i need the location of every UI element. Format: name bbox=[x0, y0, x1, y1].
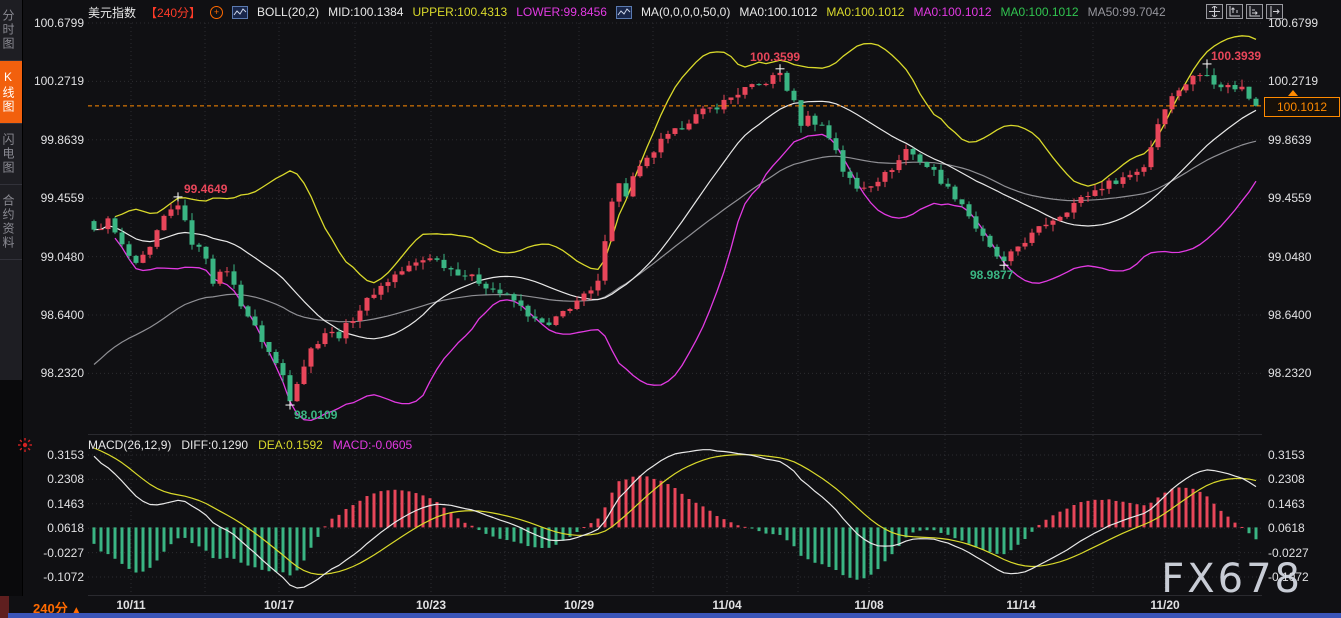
axis-tick-label: 0.1463 bbox=[47, 496, 84, 511]
ma-value: MA0:100.1012 bbox=[913, 5, 992, 19]
ma-values: MA0:100.1012 MA0:100.1012 MA0:100.1012 MA0:… bbox=[739, 5, 1165, 19]
axis-tick-label: 99.8639 bbox=[40, 132, 84, 147]
date-tick-label: 11/20 bbox=[1150, 598, 1180, 612]
axis-tick-label: -0.0227 bbox=[1268, 545, 1309, 560]
axis-zoom-right-icon[interactable] bbox=[1246, 4, 1263, 19]
axis-tick-label: 0.2308 bbox=[1268, 472, 1305, 487]
boll-label: BOLL(20,2) bbox=[257, 5, 320, 19]
sidebar-tab-flash[interactable]: 闪电图 bbox=[0, 124, 22, 185]
ma-value: MA50:99.7042 bbox=[1087, 5, 1166, 19]
axis-tick-label: 99.0480 bbox=[40, 249, 84, 264]
date-tick-label: 10/17 bbox=[263, 598, 295, 612]
boll-upper-value: UPPER:100.4313 bbox=[412, 5, 508, 19]
price-annotation: 98.0109 bbox=[294, 408, 338, 423]
sidebar-tab-kline[interactable]: K线图 bbox=[0, 61, 22, 124]
panel-divider bbox=[88, 434, 1262, 435]
macd-params-label: MACD(26,12,9) bbox=[88, 438, 172, 452]
price-annotation: 98.9877 bbox=[970, 268, 1014, 283]
date-tick-label: 10/29 bbox=[563, 598, 595, 612]
period-label[interactable]: 240分 ▲ bbox=[33, 601, 82, 616]
macd-dea-value: DEA:0.1592 bbox=[258, 438, 323, 452]
axis-tick-label: 98.6400 bbox=[40, 308, 84, 322]
ma-indicator-icon[interactable] bbox=[615, 5, 632, 19]
left-edge-block bbox=[0, 596, 9, 618]
date-tick-label: 11/04 bbox=[712, 598, 742, 612]
boll-mid-value: MID:100.1384 bbox=[328, 5, 404, 19]
add-indicator-icon[interactable]: + bbox=[210, 5, 224, 19]
price-annotation: 99.4649 bbox=[184, 181, 228, 196]
axis-tick-label: 100.2719 bbox=[33, 74, 84, 89]
bottom-blue-bar bbox=[8, 613, 1341, 618]
boll-indicator-icon[interactable] bbox=[232, 5, 249, 19]
ma-value: MA0:100.1012 bbox=[826, 5, 905, 19]
axis-tick-label: -0.0227 bbox=[43, 545, 84, 560]
boll-lower-value: LOWER:99.8456 bbox=[516, 5, 607, 19]
axis-tick-label: 99.4559 bbox=[40, 191, 84, 206]
axis-tick-label: 0.0618 bbox=[47, 521, 84, 536]
price-annotation: 100.3939 bbox=[1211, 48, 1262, 63]
period-arrow-icon: ▲ bbox=[71, 605, 82, 616]
axis-tick-label: -0.1072 bbox=[43, 570, 84, 584]
axis-tick-label: 100.6799 bbox=[1268, 16, 1319, 30]
axis-tick-label: 100.2719 bbox=[1268, 74, 1319, 89]
axis-tick-label: 0.0618 bbox=[1268, 521, 1305, 536]
axis-divider bbox=[88, 595, 1262, 596]
axis-tick-label: 99.0480 bbox=[1268, 249, 1312, 264]
axis-tick-label: 0.3153 bbox=[47, 448, 84, 462]
macd-header: MACD(26,12,9) DIFF:0.1290 DEA:0.1592 MAC… bbox=[88, 438, 412, 452]
chart-toolbar bbox=[1206, 4, 1283, 19]
watermark: FX678 bbox=[1161, 556, 1303, 602]
sidebar-bottom-filler bbox=[0, 380, 22, 596]
pan-icon[interactable] bbox=[1206, 4, 1223, 19]
price-tag-arrow-icon bbox=[1288, 89, 1298, 96]
macd-diff-value: DIFF:0.1290 bbox=[181, 438, 249, 452]
axis-tick-label: 99.4559 bbox=[1268, 191, 1312, 206]
axis-tick-label: 0.1463 bbox=[1268, 496, 1305, 511]
macd-macd-value: MACD:-0.0605 bbox=[332, 438, 413, 452]
axis-tick-label: 98.2320 bbox=[1268, 366, 1312, 381]
axis-tick-label: 0.3153 bbox=[1268, 448, 1305, 462]
sidebar-tab-timeline[interactable]: 分时图 bbox=[0, 0, 22, 61]
axis-tick-label: 100.6799 bbox=[33, 16, 84, 30]
axis-tick-label: 99.8639 bbox=[1268, 132, 1312, 147]
price-annotation: 100.3599 bbox=[750, 49, 801, 64]
axis-zoom-up-icon[interactable] bbox=[1226, 4, 1243, 19]
current-price-tag[interactable]: 100.1012 bbox=[1264, 96, 1340, 117]
date-tick-label: 11/14 bbox=[1006, 598, 1036, 612]
ma-label: MA(0,0,0,0,50,0) bbox=[640, 5, 731, 19]
collapse-panel-icon[interactable] bbox=[1266, 4, 1283, 19]
date-tick-label: 10/23 bbox=[415, 598, 447, 612]
macd-settings-icon[interactable] bbox=[17, 437, 33, 453]
date-tick-label: 11/08 bbox=[854, 598, 884, 612]
period-badge[interactable]: 【240分】 bbox=[145, 5, 202, 20]
axis-tick-label: 98.6400 bbox=[1268, 308, 1312, 322]
ma-value: MA0:100.1012 bbox=[1000, 5, 1079, 19]
chart-header: 美元指数 【240分】 + BOLL(20,2) MID:100.1384 UP… bbox=[88, 3, 1166, 21]
ma-value: MA0:100.1012 bbox=[739, 5, 818, 19]
axis-tick-label: 98.2320 bbox=[40, 366, 84, 381]
axis-tick-label: 0.2308 bbox=[47, 472, 84, 487]
sidebar-tab-contract-info[interactable]: 合约资料 bbox=[0, 185, 22, 260]
date-tick-label: 10/11 bbox=[116, 598, 146, 612]
axis-tick-label: -0.1072 bbox=[1268, 570, 1309, 584]
symbol-name: 美元指数 bbox=[88, 5, 137, 20]
